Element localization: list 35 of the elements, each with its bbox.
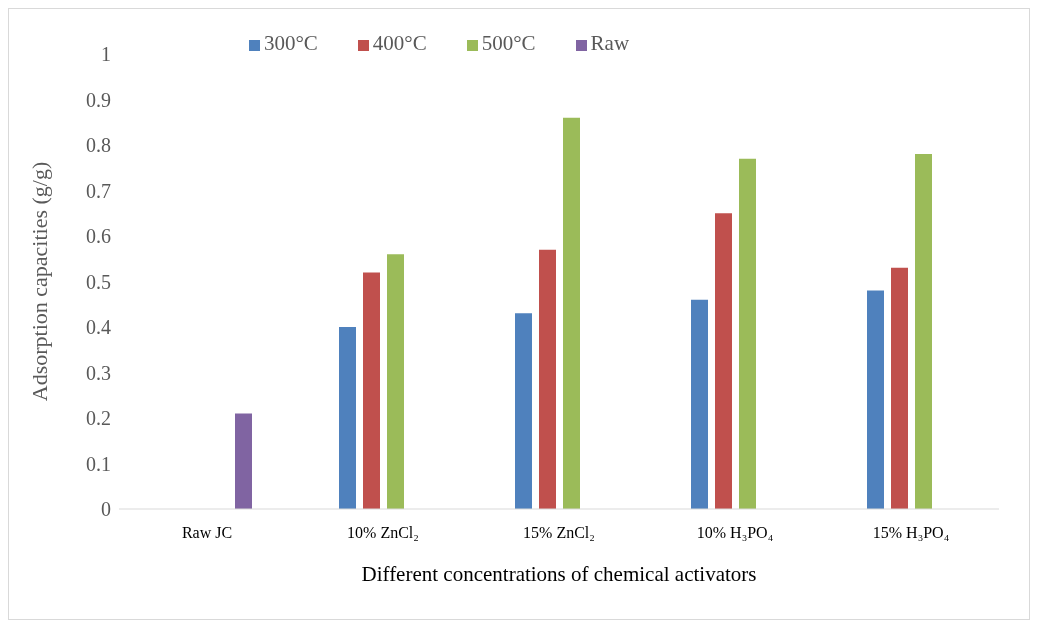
bar [515,313,532,509]
bar [891,267,908,509]
bar [915,154,932,509]
x-tick-label: Raw JC [181,524,233,542]
x-axis-title: Different concentrations of chemical activators [361,562,757,586]
y-tick-label: 0.2 [86,407,111,430]
x-tick-label: 10% H₃PO₄ [696,524,774,542]
x-tick-label: 10% ZnCl₂ [347,524,419,542]
bar [339,327,356,509]
y-tick-label: 0.8 [86,134,111,157]
bar [715,213,732,509]
bar [235,413,252,509]
bar [691,299,708,509]
y-tick-label: 0.9 [86,88,111,111]
y-tick-label: 0.3 [86,361,111,384]
y-tick-label: 0.6 [86,225,111,248]
bar [539,249,556,509]
x-tick-label: 15% H₃PO₄ [872,524,950,542]
legend-label: Raw [590,31,630,55]
y-tick-label: 0.7 [86,179,111,202]
bar [363,272,380,509]
y-axis-title: Adsorption capacities (g/g) [26,161,52,402]
y-tick-label: 0.1 [86,452,111,475]
x-tick-label: 15% ZnCl₂ [523,524,595,542]
bar [739,158,756,509]
bar [387,254,404,509]
bar [867,290,884,509]
bar [563,117,580,509]
legend-label: 400°C [372,31,427,55]
legend-label: 500°C [481,31,536,55]
y-tick-label: 0.5 [86,270,111,293]
y-tick-label: 0 [101,498,111,521]
legend-label: 300°C [263,31,318,55]
y-tick-label: 1 [101,43,111,66]
y-tick-label: 0.4 [86,316,111,339]
